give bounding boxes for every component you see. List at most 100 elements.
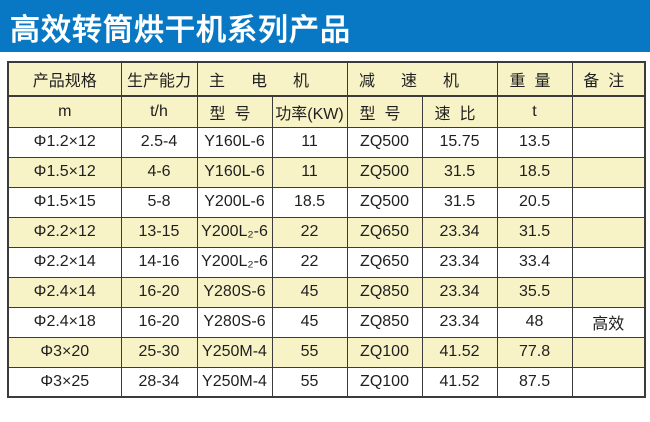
header-group-row: 产品规格 生产能力 主电机 减速机 重量 备注	[7, 61, 646, 97]
cell-power: 11	[271, 156, 348, 188]
cell-power: 18.5	[271, 186, 348, 218]
cell-power: 22	[271, 216, 348, 248]
page-title: 高效转筒烘干机系列产品	[10, 14, 351, 47]
unit-header-th: t/h	[120, 95, 198, 128]
table-row: Φ1.5×12 4-6 Y160L-6 11 ZQ500 31.5 18.5	[7, 156, 646, 188]
cell-capacity: 13-15	[120, 216, 198, 248]
cell-weight: 48	[496, 306, 573, 338]
cell-reducer-model: ZQ100	[346, 336, 423, 368]
cell-motor-model: Y280S-6	[196, 276, 273, 308]
cell-motor-model: Y280S-6	[196, 306, 273, 338]
table-container: 产品规格 生产能力 主电机 减速机 重量 备注 m t/h 型号 功率(KW) …	[0, 52, 650, 398]
cell-motor-model: Y200L-6	[196, 186, 273, 218]
cell-weight: 33.4	[496, 246, 573, 278]
cell-speed-ratio: 15.75	[421, 126, 498, 158]
table-row: Φ1.2×12 2.5-4 Y160L-6 11 ZQ500 15.75 13.…	[7, 126, 646, 158]
unit-header-speed-ratio: 速比	[421, 95, 498, 128]
title-banner: 高效转筒烘干机系列产品	[0, 0, 650, 52]
cell-spec: Φ2.2×14	[7, 246, 122, 278]
col-header-weight: 重量	[496, 61, 573, 97]
cell-weight: 20.5	[496, 186, 573, 218]
cell-spec: Φ1.5×12	[7, 156, 122, 188]
cell-weight: 18.5	[496, 156, 573, 188]
cell-capacity: 2.5-4	[120, 126, 198, 158]
cell-capacity: 5-8	[120, 186, 198, 218]
cell-power: 22	[271, 246, 348, 278]
cell-remark: 高效	[571, 306, 646, 338]
table-row: Φ2.4×18 16-20 Y280S-6 45 ZQ850 23.34 48 …	[7, 306, 646, 338]
table-row: Φ3×20 25-30 Y250M-4 55 ZQ100 41.52 77.8	[7, 336, 646, 368]
cell-remark	[571, 186, 646, 218]
cell-spec: Φ2.2×12	[7, 216, 122, 248]
cell-motor-model: Y250M-4	[196, 336, 273, 368]
cell-capacity: 25-30	[120, 336, 198, 368]
cell-power: 55	[271, 366, 348, 398]
col-header-capacity: 生产能力	[120, 61, 198, 97]
cell-spec: Φ2.4×18	[7, 306, 122, 338]
cell-reducer-model: ZQ850	[346, 276, 423, 308]
cell-speed-ratio: 23.34	[421, 306, 498, 338]
cell-remark	[571, 126, 646, 158]
cell-power: 55	[271, 336, 348, 368]
cell-motor-model: Y250M-4	[196, 366, 273, 398]
cell-remark	[571, 366, 646, 398]
header-unit-row: m t/h 型号 功率(KW) 型号 速比 t	[7, 95, 646, 128]
table-row: Φ1.5×15 5-8 Y200L-6 18.5 ZQ500 31.5 20.5	[7, 186, 646, 218]
cell-reducer-model: ZQ500	[346, 156, 423, 188]
col-header-reducer: 减速机	[346, 61, 498, 97]
cell-speed-ratio: 31.5	[421, 186, 498, 218]
cell-motor-model: Y160L-6	[196, 126, 273, 158]
cell-remark	[571, 336, 646, 368]
table-row: Φ2.2×14 14-16 Y200L₂-6 22 ZQ650 23.34 33…	[7, 246, 646, 278]
cell-speed-ratio: 41.52	[421, 366, 498, 398]
unit-header-reducer-model: 型号	[346, 95, 423, 128]
cell-capacity: 16-20	[120, 306, 198, 338]
unit-header-empty	[571, 95, 646, 128]
cell-weight: 13.5	[496, 126, 573, 158]
table-row: Φ3×25 28-34 Y250M-4 55 ZQ100 41.52 87.5	[7, 366, 646, 398]
col-header-product-spec: 产品规格	[7, 61, 122, 97]
cell-speed-ratio: 23.34	[421, 276, 498, 308]
cell-capacity: 16-20	[120, 276, 198, 308]
cell-speed-ratio: 31.5	[421, 156, 498, 188]
cell-capacity: 14-16	[120, 246, 198, 278]
cell-remark	[571, 216, 646, 248]
cell-reducer-model: ZQ850	[346, 306, 423, 338]
cell-power: 45	[271, 276, 348, 308]
unit-header-motor-model: 型号	[196, 95, 273, 128]
table-row: Φ2.4×14 16-20 Y280S-6 45 ZQ850 23.34 35.…	[7, 276, 646, 308]
table-row: Φ2.2×12 13-15 Y200L₂-6 22 ZQ650 23.34 31…	[7, 216, 646, 248]
unit-header-t: t	[496, 95, 573, 128]
cell-reducer-model: ZQ500	[346, 186, 423, 218]
cell-power: 45	[271, 306, 348, 338]
cell-reducer-model: ZQ100	[346, 366, 423, 398]
cell-remark	[571, 156, 646, 188]
cell-spec: Φ2.4×14	[7, 276, 122, 308]
cell-remark	[571, 246, 646, 278]
cell-weight: 31.5	[496, 216, 573, 248]
col-header-main-motor: 主电机	[196, 61, 348, 97]
col-header-remarks: 备注	[571, 61, 646, 97]
cell-spec: Φ1.5×15	[7, 186, 122, 218]
unit-header-m: m	[7, 95, 122, 128]
cell-motor-model: Y160L-6	[196, 156, 273, 188]
cell-weight: 35.5	[496, 276, 573, 308]
cell-speed-ratio: 23.34	[421, 246, 498, 278]
cell-remark	[571, 276, 646, 308]
product-spec-table: 产品规格 生产能力 主电机 减速机 重量 备注 m t/h 型号 功率(KW) …	[7, 61, 647, 398]
cell-spec: Φ3×20	[7, 336, 122, 368]
cell-capacity: 4-6	[120, 156, 198, 188]
cell-weight: 87.5	[496, 366, 573, 398]
cell-reducer-model: ZQ650	[346, 246, 423, 278]
unit-header-power-kw: 功率(KW)	[271, 95, 348, 128]
cell-power: 11	[271, 126, 348, 158]
cell-reducer-model: ZQ650	[346, 216, 423, 248]
cell-spec: Φ3×25	[7, 366, 122, 398]
cell-capacity: 28-34	[120, 366, 198, 398]
cell-spec: Φ1.2×12	[7, 126, 122, 158]
cell-speed-ratio: 23.34	[421, 216, 498, 248]
cell-motor-model: Y200L₂-6	[196, 246, 273, 278]
cell-weight: 77.8	[496, 336, 573, 368]
cell-speed-ratio: 41.52	[421, 336, 498, 368]
cell-reducer-model: ZQ500	[346, 126, 423, 158]
